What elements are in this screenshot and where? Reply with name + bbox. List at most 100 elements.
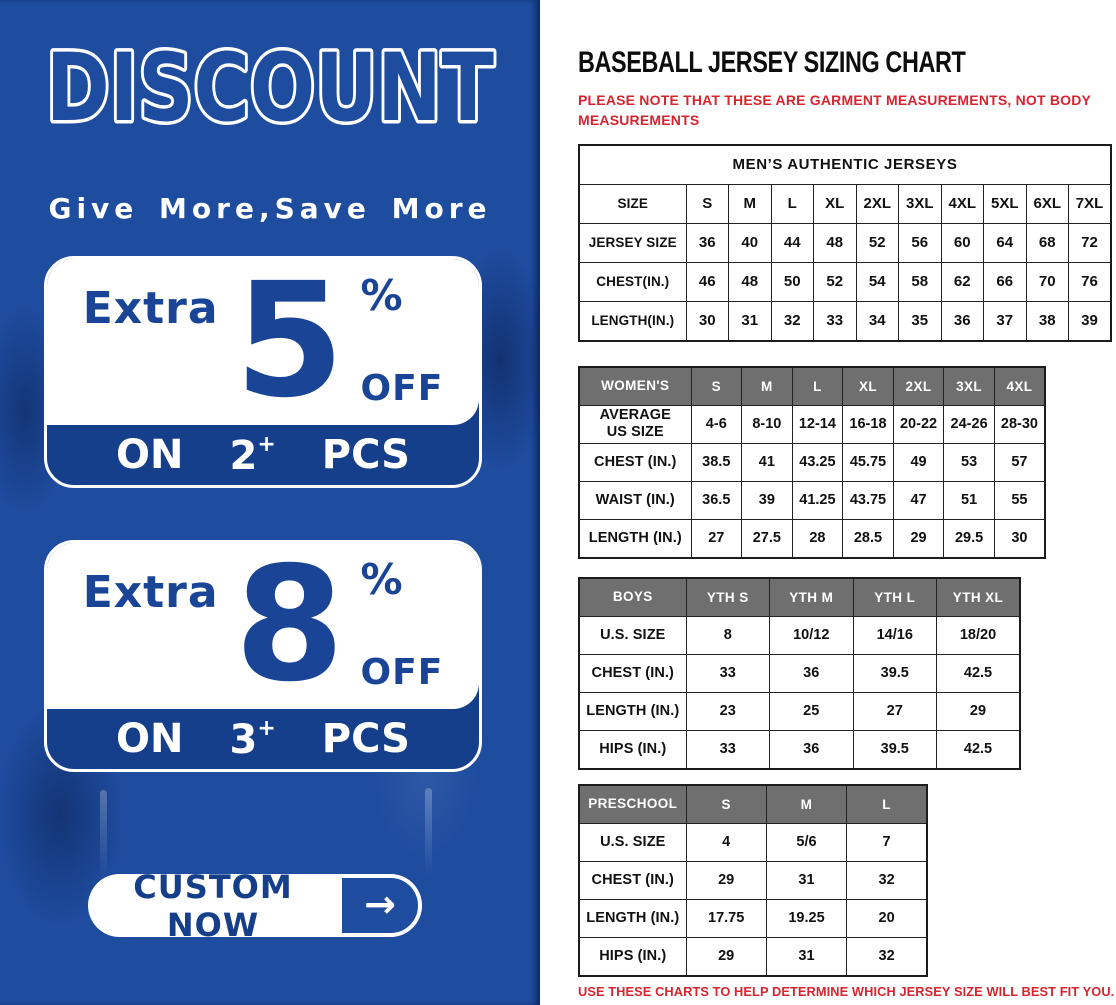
value-cell: 68 [1025, 222, 1069, 263]
row-label: HIPS (IN.) [578, 729, 687, 770]
value-cell: 34 [855, 300, 899, 342]
promo-tagline: Give More,Save More [48, 192, 492, 225]
value-cell: 24-26 [943, 404, 995, 444]
table-row: CHEST (IN.) 33 36 39.5 42.5 [578, 653, 1021, 693]
header-cell: 3XL [898, 183, 942, 224]
value-cell: 20-22 [892, 404, 945, 444]
header-cell: M [765, 784, 848, 824]
header-cell: YTH XL [936, 577, 1021, 617]
chart-title: BASEBALL JERSEY SIZING CHART [578, 46, 966, 79]
header-cell: S [685, 784, 767, 824]
row-label: WAIST (IN.) [578, 480, 692, 520]
value-cell: 45.75 [842, 442, 894, 482]
offer-card-5-percent: Extra 5 % OFF ON 2+ PCS [44, 256, 482, 488]
on-label: ON [116, 432, 184, 478]
header-row: PRESCHOOL S M L [578, 784, 928, 824]
value-cell: 29 [685, 936, 767, 977]
header-cell: 2XL [892, 366, 945, 406]
pcs-label: PCS [321, 716, 410, 762]
value-cell: 20 [846, 898, 928, 938]
header-cell: PRESCHOOL [578, 784, 687, 824]
value-cell: 55 [993, 480, 1046, 520]
value-cell: 58 [898, 261, 942, 302]
value-cell: 5/6 [765, 822, 848, 862]
row-label: JERSEY SIZE [578, 222, 687, 263]
womens-sizing-table: WOMEN'S S M L XL 2XL 3XL 4XL AVERAGE US SIZE 4-6 8… [578, 365, 1046, 559]
value-cell: 70 [1025, 261, 1069, 302]
row-label: HIPS (IN.) [578, 936, 687, 977]
value-cell: 12-14 [791, 404, 844, 444]
value-cell: 48 [728, 261, 772, 302]
header-cell: XL [842, 366, 894, 406]
value-cell: 29 [685, 860, 767, 900]
value-cell: 32 [846, 860, 928, 900]
header-row: WOMEN'S S M L XL 2XL 3XL 4XL [578, 366, 1046, 406]
table-row: U.S. SIZE 8 10/12 14/16 18/20 [578, 615, 1021, 655]
custom-now-button[interactable]: CUSTOM NOW → [88, 874, 422, 937]
promo-title-art: DISCOUNT [43, 31, 498, 147]
value-cell: 27 [852, 691, 937, 731]
mens-sizing-table: MEN’S AUTHENTIC JERSEYS SIZE S M L XL 2XL 3XL 4X… [578, 143, 1112, 342]
value-cell: 32 [770, 300, 814, 342]
row-label: U.S. SIZE [578, 822, 687, 862]
row-label: LENGTH(IN.) [578, 300, 687, 342]
value-cell: 39.5 [852, 653, 937, 693]
promo-panel: DISCOUNT Give More,Save More Extra 5 % O… [0, 0, 540, 1005]
value-cell: 49 [892, 442, 945, 482]
value-cell: 42.5 [936, 729, 1021, 770]
on-label: ON [116, 716, 184, 762]
value-cell: 39.5 [852, 729, 937, 770]
plus-sign: + [257, 431, 276, 457]
header-cell: 7XL [1068, 183, 1112, 224]
value-cell: 29.5 [943, 518, 995, 559]
value-cell: 76 [1068, 261, 1112, 302]
value-cell: 36 [769, 653, 854, 693]
table-row: WAIST (IN.) 36.5 39 41.25 43.75 47 51 55 [578, 480, 1046, 520]
background-streak [100, 790, 107, 880]
promo-title: DISCOUNT [46, 34, 494, 143]
percent-off-column: % OFF [361, 271, 444, 409]
value-cell: 60 [940, 222, 984, 263]
value-cell: 62 [940, 261, 984, 302]
boys-sizing-table: BOYS YTH S YTH M YTH L YTH XL U.S. SIZE 8 10/12… [578, 576, 1021, 770]
table-row: HIPS (IN.) 29 31 32 [578, 936, 928, 977]
off-label: OFF [360, 368, 444, 409]
value-cell: 31 [765, 860, 848, 900]
row-label: LENGTH (IN.) [578, 691, 687, 731]
table-row: LENGTH(IN.) 30 31 32 33 34 35 36 37 38 39 [578, 300, 1112, 342]
value-cell: 43.75 [842, 480, 894, 520]
percent-sign: % [360, 555, 403, 604]
row-label: U.S. SIZE [578, 615, 687, 655]
header-cell: 5XL [983, 183, 1027, 224]
value-cell: 32 [846, 936, 928, 977]
header-cell: BOYS [578, 577, 687, 617]
quantity-value: 3 [229, 716, 258, 763]
offer-percent-value: 5 [234, 256, 345, 433]
value-cell: 36.5 [690, 480, 743, 520]
value-cell: 38.5 [690, 442, 743, 482]
header-cell: YTH M [769, 577, 854, 617]
value-cell: 19.25 [765, 898, 848, 938]
row-label: CHEST (IN.) [578, 653, 687, 693]
value-cell: 25 [769, 691, 854, 731]
header-cell: S [690, 366, 743, 406]
value-cell: 64 [983, 222, 1027, 263]
value-cell: 39 [741, 480, 793, 520]
garment-measurement-note: PLEASE NOTE THAT THESE ARE GARMENT MEASU… [578, 92, 1091, 129]
value-cell: 30 [993, 518, 1046, 559]
value-cell: 38 [1025, 300, 1069, 342]
table-row: CHEST (IN.) 38.5 41 43.25 45.75 49 53 57 [578, 442, 1046, 482]
header-row: BOYS YTH S YTH M YTH L YTH XL [578, 577, 1021, 617]
header-cell: L [791, 366, 844, 406]
header-cell: XL [813, 183, 857, 224]
value-cell: 28.5 [842, 518, 894, 559]
offer-card-8-percent: Extra 8 % OFF ON 3+ PCS [44, 540, 482, 772]
header-cell: S [685, 183, 729, 224]
quantity-value: 2 [229, 432, 258, 479]
table-banner: MEN’S AUTHENTIC JERSEYS [578, 144, 1112, 185]
right-arrow-icon: → [364, 881, 396, 926]
header-cell: L [770, 183, 814, 224]
value-cell: 30 [685, 300, 729, 342]
value-cell: 28-30 [993, 404, 1046, 444]
